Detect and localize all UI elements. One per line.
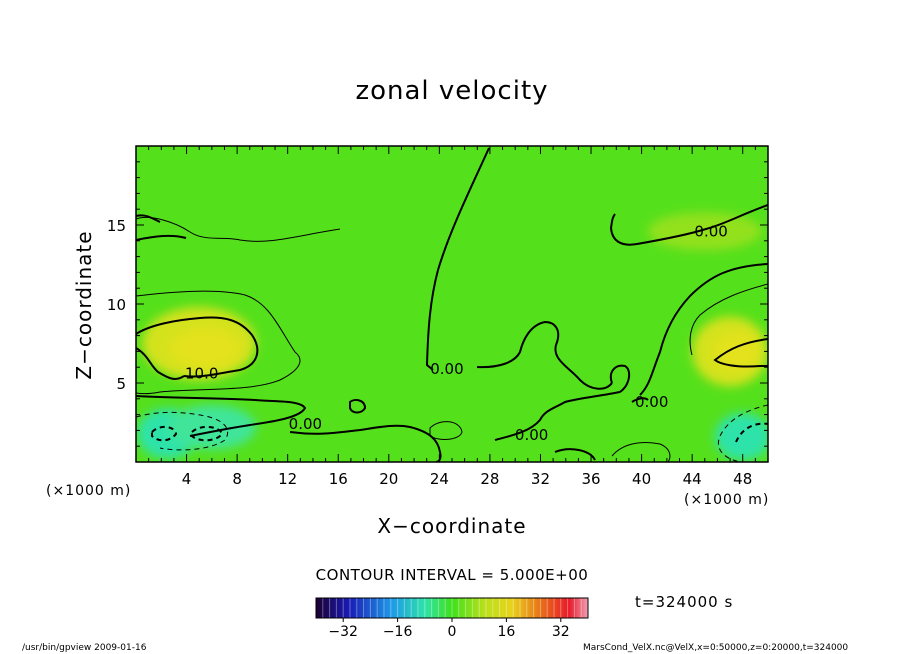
- contour-interval-label: CONTOUR INTERVAL = 5.000E+00: [315, 566, 589, 584]
- x-tick-label: 36: [581, 470, 600, 488]
- contour-label: 10.0: [185, 365, 218, 383]
- footer-right: MarsCond_VelX.nc@VelX,x=0:50000,z=0:2000…: [583, 643, 849, 653]
- y-tick-label: 10: [107, 296, 126, 314]
- x-axis-label: X−coordinate: [377, 514, 527, 538]
- colorbar-tick-label: 0: [448, 624, 457, 640]
- velocity-field: 0.00 10.0 0.00 0.00 0.00 0.00: [136, 146, 768, 462]
- footer-left: /usr/bin/gpview 2009-01-16: [22, 643, 147, 653]
- colorbar: [316, 598, 588, 618]
- x-tick-label: 44: [683, 470, 702, 488]
- contour-label: 0.00: [515, 426, 548, 444]
- x-tick-label: 32: [531, 470, 550, 488]
- x-tick-label: 12: [278, 470, 297, 488]
- time-label: t=324000 s: [635, 593, 734, 611]
- cold-region-2: [714, 413, 768, 461]
- field-background: [136, 146, 768, 462]
- y-axis-label: Z−coordinate: [72, 230, 96, 380]
- colorbar-tick-label: −16: [383, 624, 413, 640]
- contour-label: 0.00: [635, 393, 668, 411]
- x-tick-label: 28: [480, 470, 499, 488]
- x-unit-label-left: (×1000 m): [46, 483, 132, 499]
- x-tick-label: 8: [232, 470, 242, 488]
- x-tick-label: 24: [430, 470, 449, 488]
- x-tick-label: 48: [733, 470, 752, 488]
- x-tick-label: 40: [632, 470, 651, 488]
- colorbar-ticks: −32 −16 0 16 32: [328, 618, 570, 640]
- x-unit-label-right: (×1000 m): [684, 492, 770, 508]
- y-tick-label: 5: [116, 375, 126, 393]
- colorbar-tick-label: −32: [328, 624, 358, 640]
- chart-title: zonal velocity: [355, 76, 549, 106]
- colorbar-tick-label: 32: [552, 624, 570, 640]
- contour-label: 0.00: [430, 360, 463, 378]
- warm-region-4: [647, 212, 762, 251]
- warm-region-1: [170, 327, 241, 369]
- contour-label: 0.00: [694, 222, 727, 240]
- y-tick-label: 15: [107, 217, 126, 235]
- contour-label: 0.00: [289, 415, 322, 433]
- colorbar-tick-label: 16: [497, 624, 515, 640]
- x-tick-label: 16: [329, 470, 348, 488]
- y-axis: 5 10 15: [107, 161, 768, 447]
- x-tick-label: 4: [182, 470, 192, 488]
- warm-region-3: [713, 332, 760, 371]
- x-tick-label: 20: [379, 470, 398, 488]
- x-axis: 4 8 12 16 20 24 28 32 36 40 44 48: [148, 146, 756, 488]
